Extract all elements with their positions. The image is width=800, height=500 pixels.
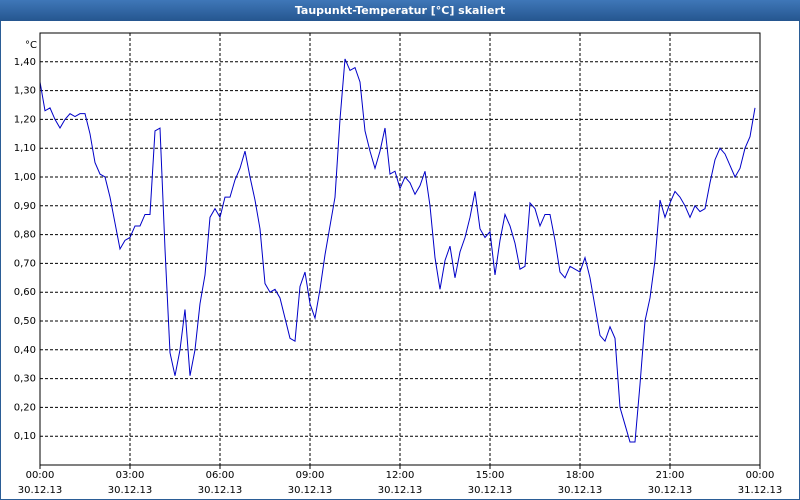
x-tick-date: 30.12.13 <box>18 485 63 496</box>
y-tick-label: 0,80 <box>14 230 36 241</box>
x-tick-label: 06:00 <box>206 470 235 481</box>
y-tick-label: 0,30 <box>14 374 36 385</box>
x-tick-label: 12:00 <box>386 470 415 481</box>
x-tick-date: 30.12.13 <box>198 485 243 496</box>
data-line <box>39 58 756 443</box>
x-tick-label: 15:00 <box>476 470 505 481</box>
x-tick-date: 30.12.13 <box>468 485 513 496</box>
y-tick-label: 0,50 <box>14 316 36 327</box>
x-tick-date: 30.12.13 <box>288 485 333 496</box>
x-tick-label: 00:00 <box>26 470 55 481</box>
chart-title: Taupunkt-Temperatur [°C] skaliert <box>295 4 505 17</box>
y-tick-label: 1,20 <box>14 114 36 125</box>
title-bar <box>0 0 800 21</box>
y-tick-label: 0,20 <box>14 402 36 413</box>
x-tick-date: 31.12.13 <box>738 485 783 496</box>
x-tick-date: 30.12.13 <box>108 485 153 496</box>
x-tick-date: 30.12.13 <box>378 485 423 496</box>
y-tick-label: 1,30 <box>14 86 36 97</box>
y-tick-label: 1,00 <box>14 172 36 183</box>
y-tick-label: 0,40 <box>14 345 36 356</box>
y-tick-label: 0,60 <box>14 287 36 298</box>
plot-border <box>39 32 761 466</box>
y-unit: °C <box>25 40 37 51</box>
y-tick-label: 1,40 <box>14 57 36 68</box>
x-tick-date: 30.12.13 <box>558 485 603 496</box>
x-tick-label: 09:00 <box>296 470 325 481</box>
x-tick-label: 21:00 <box>656 470 685 481</box>
y-tick-label: 0,10 <box>14 431 36 442</box>
x-tick-date: 30.12.13 <box>648 485 693 496</box>
x-tick-label: 03:00 <box>116 470 145 481</box>
y-tick-label: 0,70 <box>14 258 36 269</box>
y-tick-label: 1,10 <box>14 143 36 154</box>
y-tick-label: 0,90 <box>14 201 36 212</box>
x-tick-label: 00:00 <box>746 470 775 481</box>
x-tick-label: 18:00 <box>566 470 595 481</box>
